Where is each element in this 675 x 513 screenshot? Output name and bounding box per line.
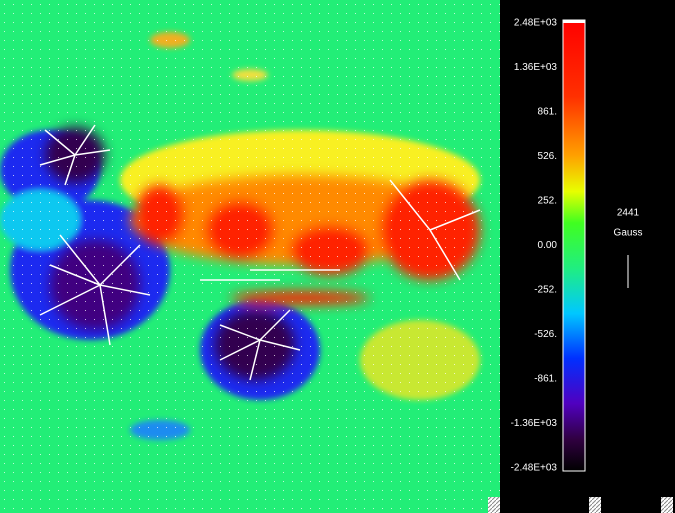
- colorbar-tick-label: -252.: [534, 285, 557, 296]
- colorbar-ticks: 2.48E+03 1.36E+03 861. 526. 252. 0.00 -252. -52…: [511, 18, 558, 474]
- colorbar-tick-label: 2.48E+03: [514, 18, 558, 29]
- resize-handle: [661, 497, 673, 513]
- field-map: [0, 0, 500, 513]
- resize-handle: [589, 497, 601, 513]
- colorbar-tick-label: -1.36E+03: [511, 418, 558, 429]
- colorbar-tick-label: 0.00: [538, 240, 558, 251]
- colorbar-gradient: [562, 19, 586, 472]
- colorbar-tick-label: 1.36E+03: [514, 62, 558, 73]
- colorbar-tick-label: -2.48E+03: [511, 463, 558, 474]
- colorbar-tick-label: 861.: [538, 107, 557, 118]
- colorbar-tick-label: -526.: [534, 329, 557, 340]
- colorbar: [562, 19, 586, 472]
- colorbar-tick-label: 526.: [538, 151, 557, 162]
- scale-value: 2441: [617, 208, 640, 219]
- resize-handle: [488, 497, 500, 513]
- colorbar-top: [563, 20, 585, 23]
- scale-unit: Gauss: [614, 228, 643, 239]
- colorbar-tick-label: -861.: [534, 374, 557, 385]
- colorbar-tick-label: 252.: [538, 196, 557, 207]
